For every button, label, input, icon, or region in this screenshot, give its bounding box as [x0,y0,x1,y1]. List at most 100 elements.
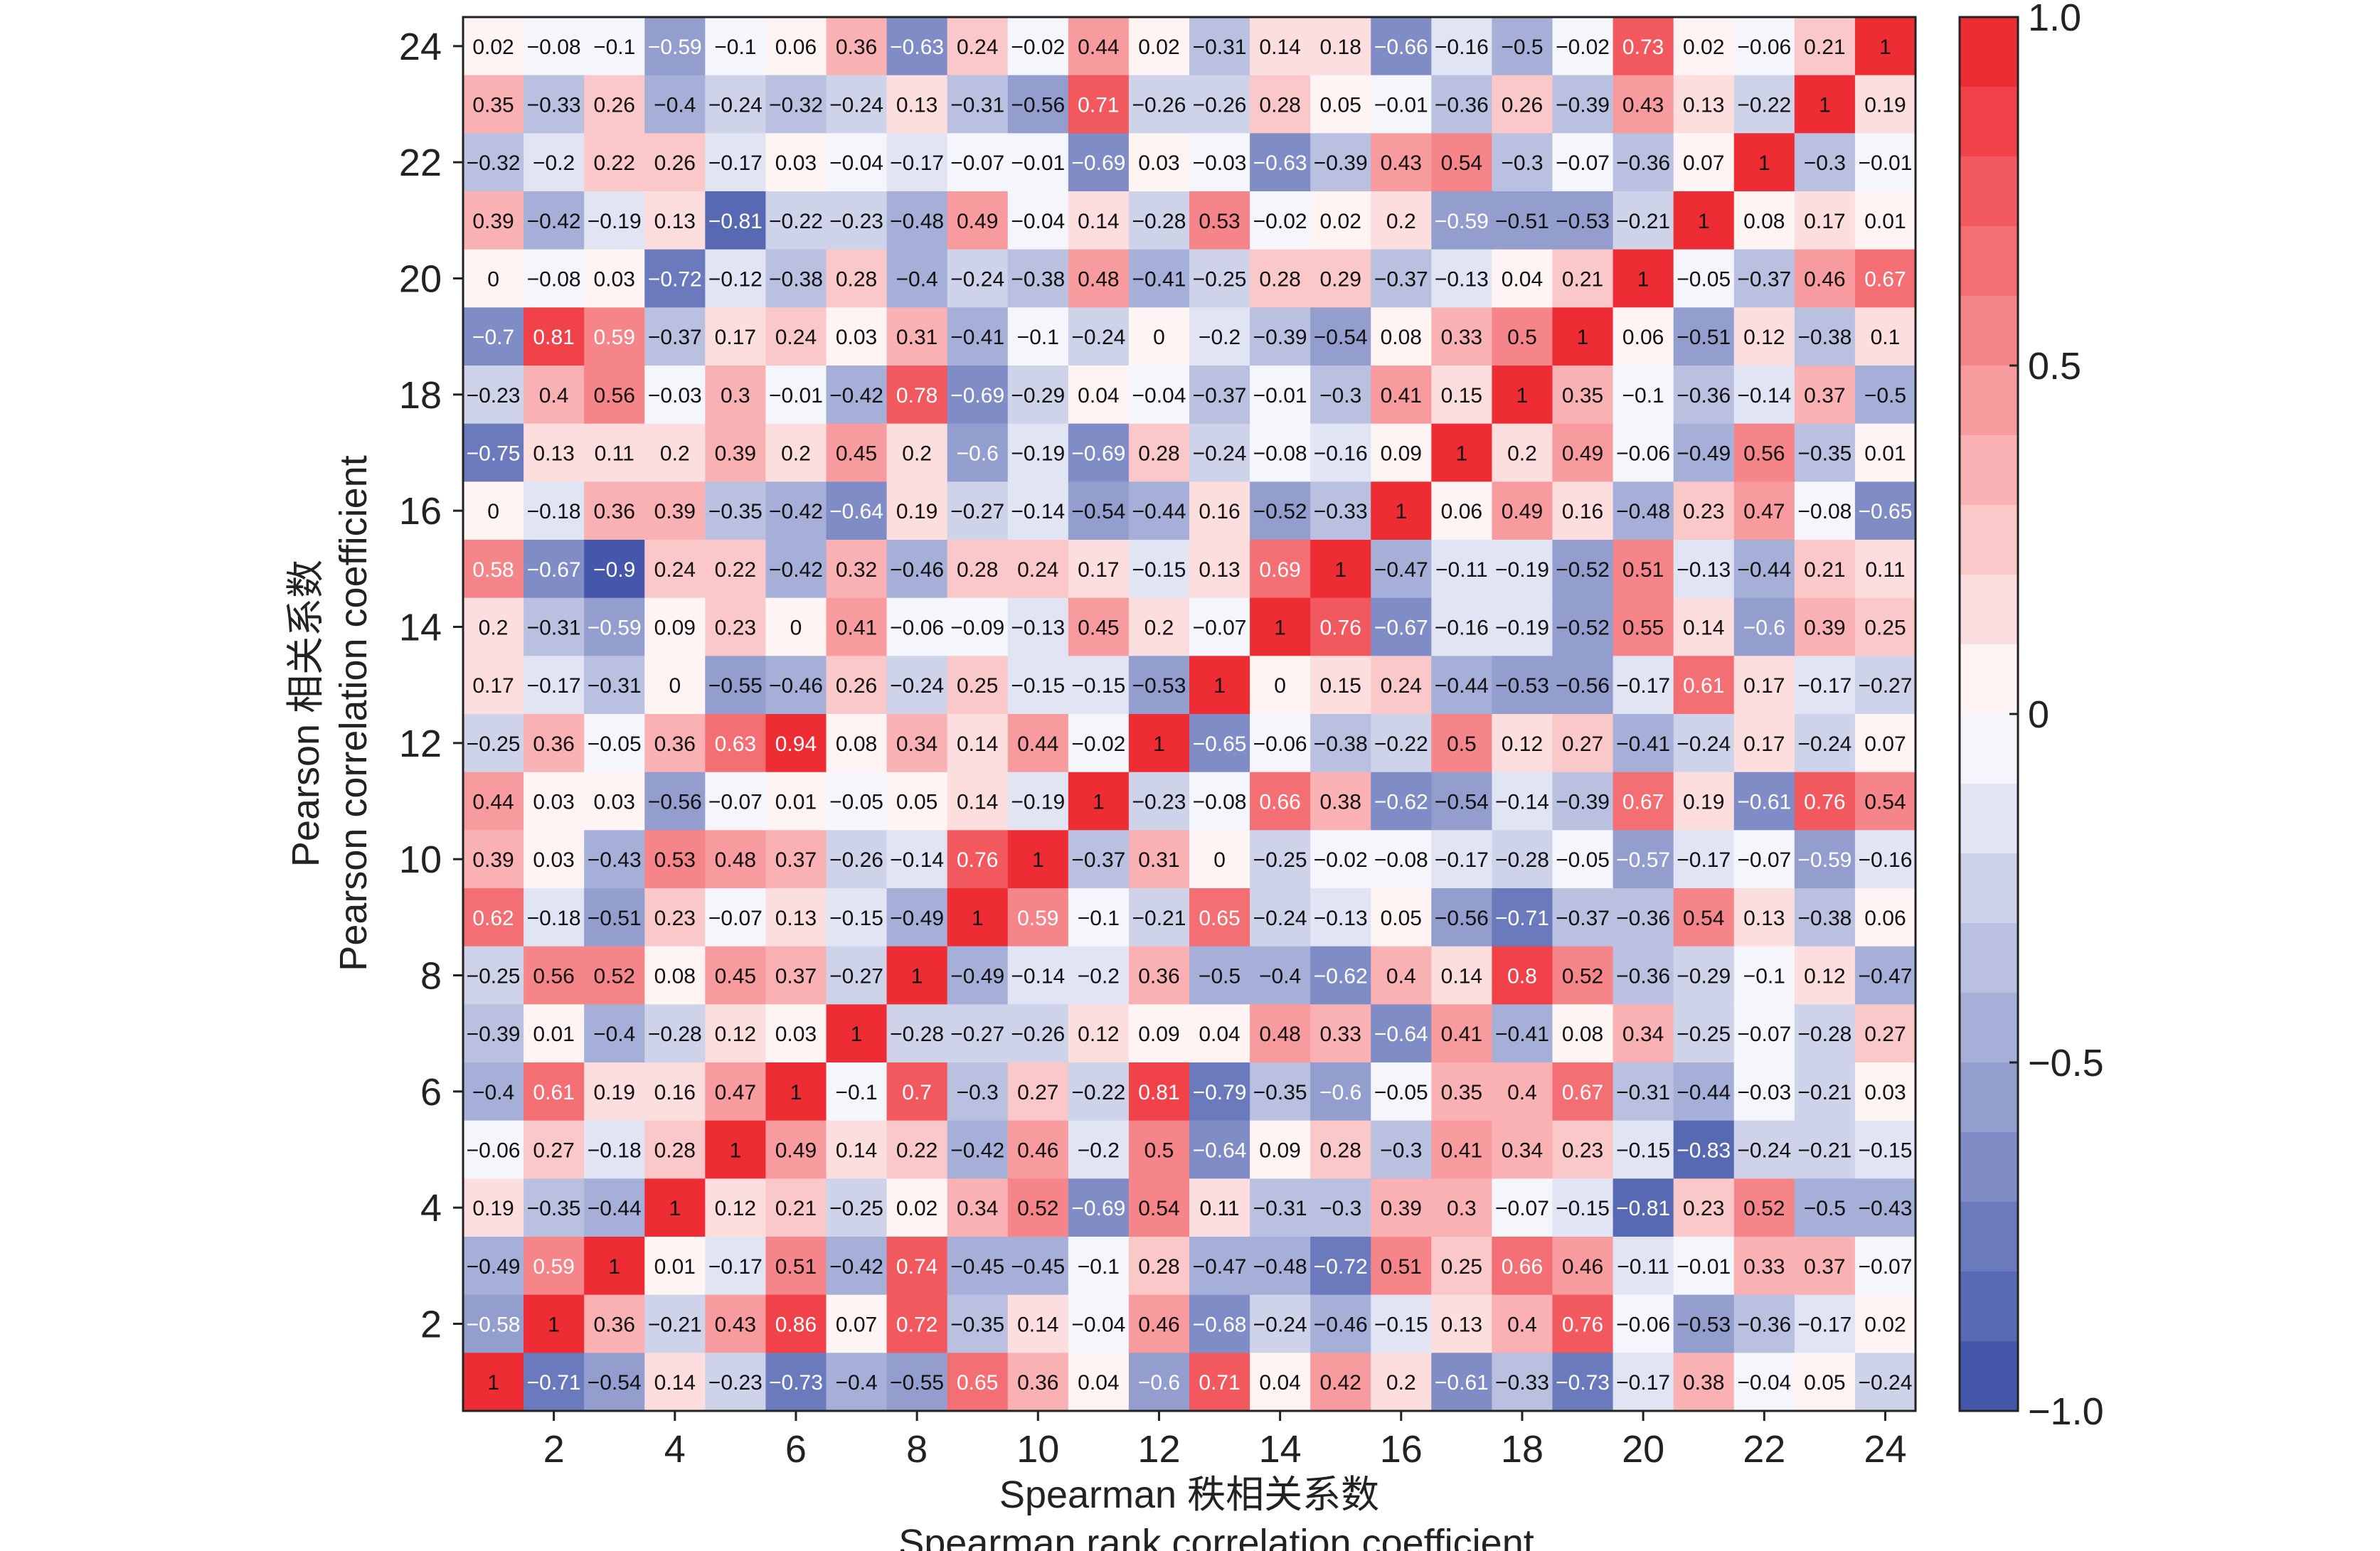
heatmap-cell [705,1237,766,1296]
heatmap-cell [463,17,524,76]
cell-value-label: −0.07 [1737,848,1791,872]
cell-value-label: −0.2 [533,151,575,175]
y-tick-label: 18 [399,374,442,417]
cell-value-label: −0.26 [1132,94,1186,117]
cell-value-label: 1 [1516,384,1529,407]
heatmap-cell [1128,1178,1190,1237]
cell-value-label: −0.23 [708,1371,763,1395]
cell-value-label: −0.38 [1797,907,1852,930]
cell-value-label: 0.04 [1199,1023,1240,1046]
cell-value-label: 0.02 [1683,36,1724,59]
heatmap-cell [463,1120,524,1179]
cell-value-label: 0.24 [775,326,817,349]
cell-value-label: 0.08 [1381,326,1422,349]
heatmap-cell [1371,249,1432,308]
cell-value-label: −0.4 [1259,965,1301,988]
heatmap-cell [1854,714,1916,773]
heatmap-cell [886,714,948,773]
heatmap-cell [1371,1062,1432,1121]
heatmap-cell [1794,946,1856,1005]
cell-value-label: −0.21 [1797,1081,1852,1104]
heatmap-cell [1007,656,1069,715]
heatmap-cell [1007,888,1069,947]
heatmap-cell [886,830,948,889]
cell-value-label: 0.39 [1381,1197,1422,1220]
cell-value-label: −0.31 [527,617,581,640]
heatmap-cell [1250,714,1311,773]
cell-value-label: 0.69 [1259,558,1300,582]
cell-value-label: −0.19 [1495,617,1549,640]
heatmap-cell [1310,1062,1371,1121]
cell-value-label: 0.33 [1441,326,1482,349]
heatmap-cell [1189,191,1250,250]
cell-value-label: 0.28 [1320,1139,1361,1163]
cell-value-label: 0.1 [1871,326,1901,349]
cell-value-label: −0.04 [1071,1313,1125,1337]
heatmap-cell [947,1178,1009,1237]
heatmap-cell [1128,1120,1190,1179]
cell-value-label: −0.24 [708,94,763,117]
cell-value-label: −0.17 [1677,848,1731,872]
cell-value-label: 0.67 [1562,1081,1603,1104]
heatmap-cell [1007,249,1069,308]
heatmap-cell [524,307,585,366]
cell-value-label: −0.24 [1193,442,1247,466]
cell-value-label: −0.54 [588,1371,642,1395]
x-axis-label-en: Spearman rank correlation coefficient [898,1522,1534,1551]
cell-value-label: 0.08 [654,965,696,988]
heatmap-cell [1128,423,1190,482]
cell-value-label: −0.01 [1677,1255,1731,1279]
cell-value-label: 0.49 [775,1139,817,1163]
cell-value-label: −0.52 [1556,617,1610,640]
cell-value-label: 0.25 [1864,617,1906,640]
cell-value-label: −0.05 [588,732,642,756]
heatmap-cell [1189,133,1250,192]
heatmap-cell [1552,1294,1614,1353]
cell-value-label: −0.07 [708,907,763,930]
cell-value-label: −0.15 [1132,558,1186,582]
heatmap-cell [1492,830,1553,889]
cell-value-label: −0.15 [1616,1139,1670,1163]
cell-value-label: 0.53 [1199,210,1240,233]
cell-value-label: −0.14 [1737,384,1791,407]
cell-value-label: 0.2 [781,442,811,466]
cell-value-label: −0.69 [1071,1197,1125,1220]
heatmap-cell [1371,1178,1432,1237]
heatmap-cell [644,1178,706,1237]
cell-value-label: −0.3 [957,1081,999,1104]
cell-value-label: 0.45 [836,442,877,466]
heatmap-cell [1371,1294,1432,1353]
cell-value-label: 0.05 [896,791,937,814]
cell-value-label: −0.65 [1193,732,1247,756]
colorbar-segment [1960,1202,2018,1272]
cell-value-label: 0.43 [1381,151,1422,175]
heatmap-cell [947,656,1009,715]
heatmap-cell [1189,772,1250,831]
heatmap-cell [1431,1178,1492,1237]
heatmap-cell [1068,540,1130,599]
heatmap-cell [1431,540,1492,599]
cell-value-label: −0.36 [1737,1313,1791,1337]
colorbar-segment [1960,505,2018,575]
cell-value-label: −0.67 [1374,617,1428,640]
heatmap-cell [1371,540,1432,599]
cell-value-label: −0.62 [1374,791,1428,814]
cell-value-label: −0.15 [1071,674,1125,698]
colorbar-segment [1960,87,2018,157]
heatmap-cell [886,191,948,250]
cell-value-label: 0.71 [1078,94,1119,117]
cell-value-label: 0.51 [1381,1255,1422,1279]
heatmap-cell [1673,540,1735,599]
heatmap-cell [644,714,706,773]
heatmap-cell [826,772,888,831]
heatmap-cell [1431,772,1492,831]
heatmap-cell [524,423,585,482]
cell-value-label: −0.25 [1677,1023,1731,1046]
cell-value-label: 0.65 [1199,907,1240,930]
cell-value-label: −0.49 [467,1255,521,1279]
heatmap-cell [463,191,524,250]
cell-value-label: −0.21 [1616,210,1670,233]
heatmap-cell [1068,1294,1130,1353]
heatmap-cell [1310,656,1371,715]
